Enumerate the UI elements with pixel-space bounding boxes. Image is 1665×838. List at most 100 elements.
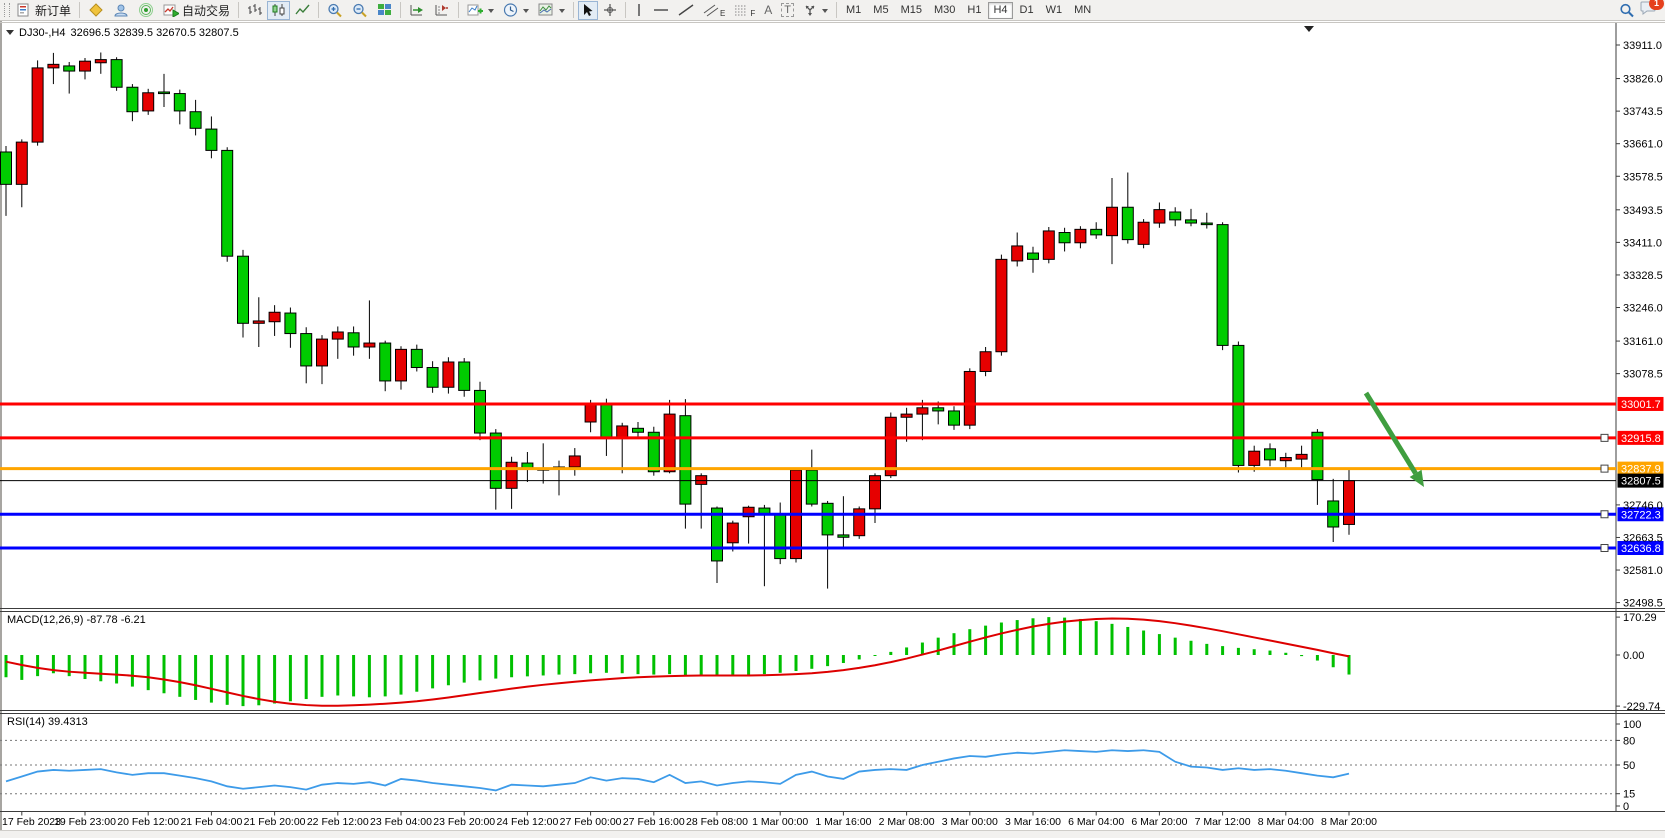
chart-title: DJ30-,H4 32696.5 32839.5 32670.5 32807.5 xyxy=(6,26,239,39)
vertical-line-button[interactable] xyxy=(630,1,648,20)
arrows-button[interactable] xyxy=(799,1,832,20)
notifications-button[interactable]: 1 xyxy=(1640,0,1664,20)
timeframe-m5-button[interactable]: M5 xyxy=(868,2,893,19)
macd-indicator-label: MACD(12,26,9) -87.78 -6.21 xyxy=(7,614,146,626)
candle xyxy=(252,297,265,347)
price-tick-label: 32663.5 xyxy=(1623,532,1663,544)
macd-histogram-bar xyxy=(573,655,577,675)
macd-histogram-bar xyxy=(1063,617,1067,655)
autotrading-button[interactable]: 自动交易 xyxy=(159,1,234,20)
time-tick-label: 20 Feb 12:00 xyxy=(117,816,179,828)
price-badge xyxy=(1617,473,1664,488)
candle xyxy=(0,146,12,216)
candle xyxy=(1200,212,1213,229)
trend-arrow-annotation[interactable] xyxy=(1363,391,1418,475)
chart-top-dropdown-icon[interactable] xyxy=(1304,26,1314,32)
market-watch-icon xyxy=(114,4,128,17)
candle xyxy=(1121,172,1134,244)
signals-button[interactable] xyxy=(134,1,158,20)
candle xyxy=(553,460,565,496)
candle xyxy=(679,399,692,529)
timeframe-w1-button[interactable]: W1 xyxy=(1041,2,1068,19)
text-label-button[interactable]: T xyxy=(777,1,798,20)
candle xyxy=(474,381,486,441)
line-chart-button[interactable] xyxy=(291,1,314,20)
candle xyxy=(505,456,518,509)
macd-histogram-bar xyxy=(1221,646,1225,655)
price-badge-label: 32722.3 xyxy=(1621,509,1661,521)
macd-histogram-bar xyxy=(715,655,719,677)
macd-histogram-bar xyxy=(415,655,419,692)
hline-handle[interactable] xyxy=(1600,510,1609,519)
timeframe-m1-button[interactable]: M1 xyxy=(841,2,866,19)
tile-windows-button[interactable] xyxy=(373,1,396,20)
chart-area[interactable]: DJ30-,H4 32696.5 32839.5 32670.5 32807.5… xyxy=(0,21,1665,838)
text-button[interactable]: A xyxy=(760,1,776,20)
macd-histogram-bar xyxy=(1205,643,1209,655)
indicators-button[interactable] xyxy=(463,1,498,20)
macd-histogram-bar xyxy=(620,655,624,674)
timeframe-mn-button[interactable]: MN xyxy=(1069,2,1096,19)
macd-histogram-bar xyxy=(1126,626,1130,655)
macd-histogram-bar xyxy=(920,642,924,655)
candle xyxy=(963,368,976,430)
hline-handle[interactable] xyxy=(1600,464,1609,473)
price-tick-label: 33578.5 xyxy=(1623,171,1663,183)
equidistant-channel-icon xyxy=(703,4,719,17)
new-order-button[interactable]: 新订单 xyxy=(13,1,75,20)
price-tick-label: 33078.5 xyxy=(1623,369,1663,381)
macd-histogram-bar xyxy=(1236,647,1240,655)
time-tick-label: 1 Mar 16:00 xyxy=(815,816,871,828)
crosshair-icon xyxy=(604,4,617,16)
macd-histogram-bar xyxy=(999,622,1003,655)
search-button[interactable] xyxy=(1615,1,1639,20)
templates-button[interactable] xyxy=(534,1,569,20)
timeframe-m15-button[interactable]: M15 xyxy=(896,2,927,19)
candle xyxy=(726,520,739,552)
auto-scroll-button[interactable] xyxy=(405,1,429,20)
trendline-button[interactable] xyxy=(674,1,698,20)
zoom-out-button[interactable] xyxy=(348,1,372,20)
fibonacci-button[interactable]: F xyxy=(730,1,759,20)
arrow-objects-icon xyxy=(805,5,815,16)
bar-chart-icon xyxy=(248,4,263,15)
window-left-border xyxy=(0,21,2,838)
candle xyxy=(711,506,723,584)
hline-handle[interactable] xyxy=(1600,433,1609,442)
macd-histogram-bar xyxy=(1189,640,1193,655)
indicators-icon xyxy=(467,4,484,16)
channel-letter: E xyxy=(720,8,726,18)
macd-histogram-bar xyxy=(367,655,371,698)
time-tick-label: 6 Mar 20:00 xyxy=(1131,816,1187,828)
crosshair-button[interactable] xyxy=(599,1,621,20)
macd-histogram-bar xyxy=(1331,655,1335,668)
time-tick-label: 21 Feb 04:00 xyxy=(180,816,242,828)
equidistant-channel-button[interactable]: E xyxy=(699,1,729,20)
cursor-button[interactable] xyxy=(578,0,599,20)
macd-histogram-bar xyxy=(51,655,55,674)
timeframe-h1-button[interactable]: H1 xyxy=(962,2,986,19)
chart-shift-button[interactable] xyxy=(430,1,454,20)
timeframe-m30-button[interactable]: M30 xyxy=(929,2,960,19)
hline-handle[interactable] xyxy=(1600,544,1609,553)
metaeditor-button[interactable] xyxy=(84,1,108,20)
candle xyxy=(63,61,76,94)
market-watch-button[interactable] xyxy=(109,1,133,20)
time-tick-label: 8 Mar 20:00 xyxy=(1321,816,1377,828)
candlestick-chart-button[interactable] xyxy=(267,0,291,20)
chart-dropdown-icon[interactable] xyxy=(6,30,14,39)
bar-chart-button[interactable] xyxy=(243,1,266,20)
timeframe-h4-button[interactable]: H4 xyxy=(988,1,1013,19)
macd-signal-line xyxy=(5,617,1350,707)
timeframe-d1-button[interactable]: D1 xyxy=(1015,2,1039,19)
candle xyxy=(284,307,297,348)
horizontal-line-button[interactable] xyxy=(649,1,673,20)
macd-histogram-bar xyxy=(241,655,245,707)
zoom-in-button[interactable] xyxy=(323,1,347,20)
candle xyxy=(47,52,60,85)
periods-button[interactable] xyxy=(499,1,533,20)
trendline-icon xyxy=(678,4,694,16)
text-label-icon: T xyxy=(781,3,795,17)
price-tick-label: 32746.0 xyxy=(1623,500,1663,512)
